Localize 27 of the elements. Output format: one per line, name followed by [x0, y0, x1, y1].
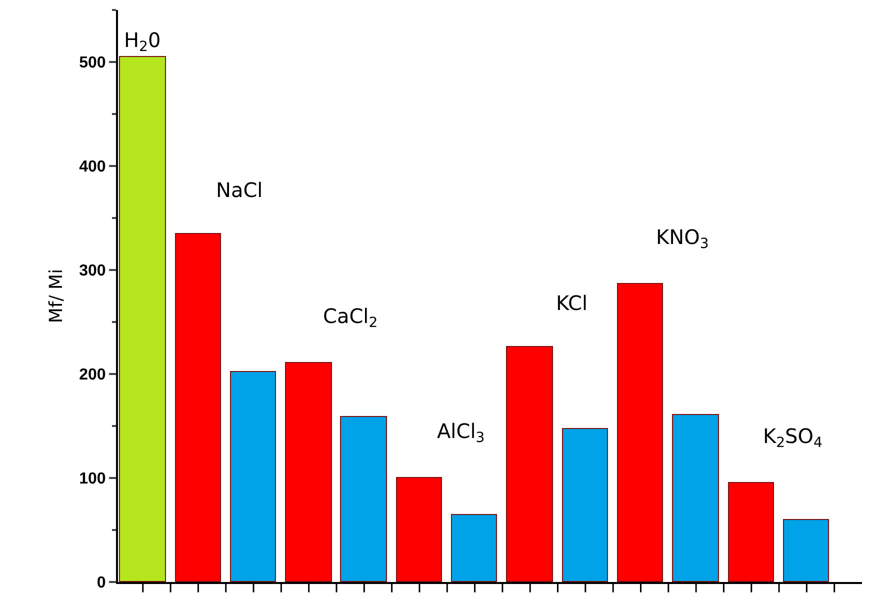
- bar: [175, 233, 221, 582]
- y-tick-label: 0: [96, 574, 106, 592]
- bar: [728, 482, 774, 582]
- y-tick-label: 300: [79, 262, 106, 280]
- y-axis-title: Mf/ Mi: [46, 268, 67, 324]
- annotation: H$_{2}$0: [124, 28, 161, 56]
- y-tick-label: 500: [79, 54, 106, 72]
- y-tick-label: 200: [79, 366, 106, 384]
- y-tick-label: 400: [79, 158, 106, 176]
- bar: [783, 519, 829, 582]
- bar: [396, 477, 442, 582]
- bar: [119, 56, 166, 582]
- bar: [617, 283, 663, 582]
- y-tick-label: 100: [79, 470, 106, 488]
- bar: [562, 428, 608, 582]
- bar: [506, 346, 553, 582]
- bar: [451, 514, 497, 582]
- bar: [230, 371, 276, 582]
- annotation: AlCl$_{3}$: [437, 419, 485, 446]
- bar: [285, 362, 332, 582]
- annotation: NaCl: [216, 178, 263, 202]
- bar: [672, 414, 719, 582]
- bar: [340, 416, 387, 582]
- annotation: CaCl$_{2}$: [323, 304, 378, 332]
- annotation: KCl: [556, 291, 588, 315]
- annotation: K$_{2}$SO$_{4}$: [763, 424, 822, 452]
- annotation: KNO$_{3}$: [656, 225, 709, 252]
